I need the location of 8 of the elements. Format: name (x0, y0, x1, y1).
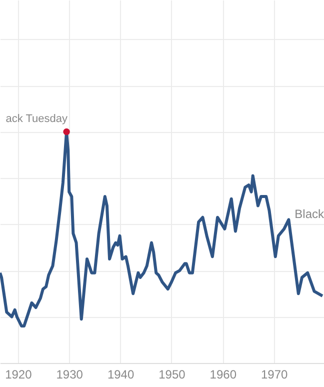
x-tick-label: 1920 (5, 368, 32, 382)
x-tick-label: 1930 (56, 368, 84, 382)
x-tick-label: 1970 (260, 368, 288, 382)
annotation: Black (294, 207, 324, 221)
x-tick-label: 1960 (210, 368, 237, 382)
annotation: ack Tuesday (6, 112, 68, 125)
x-tick-label: 1940 (107, 368, 134, 382)
x-tick-label: 1950 (158, 368, 186, 382)
